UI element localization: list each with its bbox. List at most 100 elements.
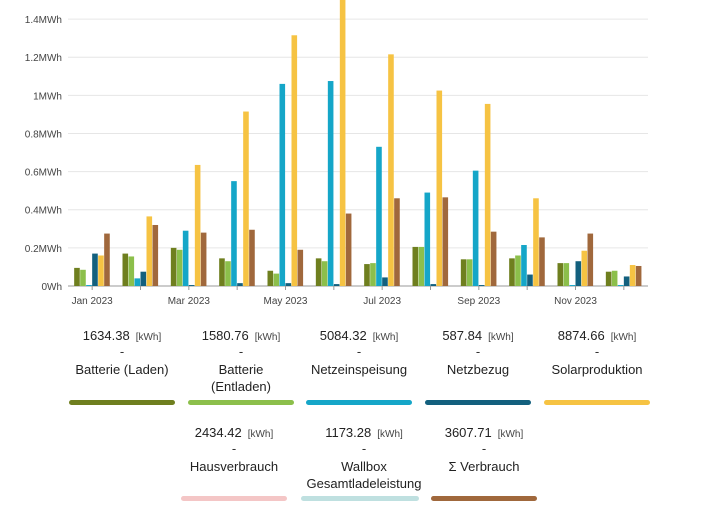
bar-5-7 [442, 197, 449, 286]
summary-label: Solarproduktion [551, 362, 643, 377]
y-tick-label: 0.8MWh [25, 129, 62, 140]
bar-2-8 [472, 170, 479, 286]
bar-3-7 [430, 284, 437, 286]
bar-5-3 [249, 229, 255, 286]
summary-wallbox: 1173.28 [kWh] - Wallbox Gesamtladeleistun… [304, 425, 424, 492]
summary-unit: [kWh] [610, 332, 637, 343]
summary-value: 3607.71 [444, 425, 492, 440]
legend-color-bar [431, 496, 537, 501]
summary-dash: - [238, 344, 244, 359]
bar-4-3 [243, 111, 249, 286]
bar-5-1 [152, 224, 159, 286]
bar-4-8 [484, 103, 491, 286]
bar-5-8 [490, 231, 497, 286]
summary-unit: [kWh] [372, 332, 399, 343]
bar-1-4 [273, 273, 280, 286]
summary-hausverbrauch: 2434.42 [kWh] - Hausverbrauch [179, 425, 289, 475]
bar-4-9 [533, 198, 539, 286]
bar-0-6 [364, 264, 370, 286]
bar-2-3 [231, 181, 237, 286]
bar-0-7 [412, 246, 419, 286]
bar-5-6 [394, 198, 400, 286]
bar-2-4 [279, 83, 286, 286]
summary-panel: 1634.38 [kWh] - Batterie (Laden) 1580.76 [… [0, 318, 720, 530]
bar-3-10 [575, 261, 582, 286]
bar-1-10 [563, 263, 570, 286]
legend-color-bar [69, 400, 175, 405]
bar-2-0 [86, 285, 92, 286]
bar-0-0 [74, 267, 80, 286]
bar-0-8 [460, 259, 467, 286]
energy-bar-chart: 0Wh 0.2MWh 0.4MWh 0.6MWh 0.8MWh 1MWh 1.2MWh 1.4… [25, 0, 648, 307]
legend-color-bar [301, 496, 419, 501]
summary-label: Netzbezug [446, 362, 510, 377]
y-tick-label: 0Wh [41, 282, 62, 293]
summary-dash: - [475, 344, 481, 359]
bar-0-5 [315, 258, 322, 286]
bar-4-5 [339, 0, 346, 287]
bar-4-0 [98, 255, 104, 286]
y-tick-label: 0.2MWh [25, 244, 62, 255]
bar-3-2 [188, 285, 195, 286]
bar-1-7 [418, 246, 425, 286]
bar-4-4 [291, 35, 298, 287]
bar-0-11 [605, 271, 612, 286]
summary-label: Wallbox [341, 459, 387, 474]
legend-color-bar [181, 496, 287, 501]
bar-0-2 [170, 247, 177, 286]
bar-2-7 [424, 192, 431, 286]
summary-dash: - [231, 441, 237, 456]
bar-1-2 [176, 249, 183, 286]
bar-5-2 [200, 232, 207, 286]
bar-5-10 [587, 233, 594, 286]
bar-0-4 [267, 270, 274, 286]
bar-4-7 [436, 90, 443, 286]
summary-dash: - [119, 344, 125, 359]
summary-label-line2: (Entladen) [211, 379, 271, 394]
bar-3-4 [285, 283, 292, 286]
x-tick-label: Jan 2023 [72, 296, 114, 307]
bar-1-9 [515, 255, 521, 286]
summary-dash: - [481, 441, 487, 456]
y-tick-label: 0.4MWh [25, 206, 62, 217]
bar-4-11 [629, 265, 636, 286]
bar-1-3 [225, 261, 231, 286]
bar-4-10 [581, 250, 588, 286]
summary-label: Batterie (Laden) [75, 362, 169, 377]
x-tick-label: Nov 2023 [554, 296, 597, 307]
summary-sigma-verbrauch: 3607.71 [kWh] - Σ Verbrauch [429, 425, 539, 475]
summary-label: Σ Verbrauch [448, 459, 520, 474]
summary-solarproduktion: 8874.66 [kWh] - Solarproduktion [542, 328, 652, 378]
summary-label-line2: Gesamtladeleistung [306, 476, 422, 491]
summary-netzbezug: 587.84 [kWh] - Netzbezug [423, 328, 533, 378]
y-tick-label: 0.6MWh [25, 168, 62, 179]
bar-3-6 [382, 277, 388, 286]
bar-2-11 [617, 285, 624, 286]
bar-3-11 [623, 276, 630, 286]
summary-unit: [kWh] [135, 332, 162, 343]
y-axis: 0Wh 0.2MWh 0.4MWh 0.6MWh 0.8MWh 1MWh 1.2MWh 1.4… [25, 15, 62, 293]
summary-unit: [kWh] [254, 332, 281, 343]
summary-dash: - [361, 441, 367, 456]
bar-0-9 [509, 258, 515, 286]
summary-unit: [kWh] [247, 429, 274, 440]
bar-5-11 [635, 265, 642, 286]
bar-3-3 [237, 283, 243, 286]
legend-color-bar [188, 400, 294, 405]
bar-2-1 [134, 278, 141, 286]
x-tick-label: Sep 2023 [457, 296, 500, 307]
summary-label: Batterie [218, 362, 264, 377]
x-tick-label: May 2023 [264, 296, 308, 307]
bar-2-6 [376, 146, 382, 286]
summary-value: 1173.28 [325, 425, 372, 440]
bar-1-8 [466, 259, 473, 286]
bar-3-8 [478, 285, 485, 286]
summary-unit: [kWh] [488, 332, 514, 343]
summary-value: 8874.66 [557, 328, 605, 343]
x-tick-label: Jul 2023 [363, 296, 401, 307]
summary-dash: - [356, 344, 362, 359]
bar-3-9 [527, 274, 533, 286]
bar-0-1 [122, 253, 129, 286]
bar-1-1 [128, 256, 135, 286]
x-axis: Jan 2023 Mar 2023 May 2023 Jul 2023 Sep 2023… [72, 286, 625, 307]
